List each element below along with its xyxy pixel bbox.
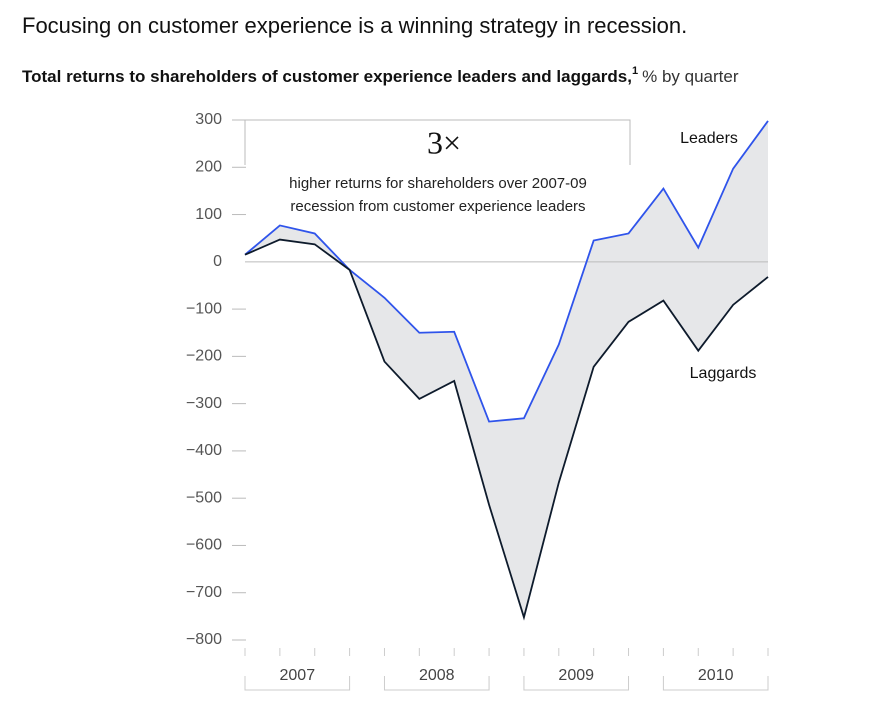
y-tick-label: −200 — [186, 348, 222, 365]
year-bracket — [244, 676, 351, 691]
series-label: Laggards — [690, 365, 757, 382]
y-tick-label: −600 — [186, 537, 222, 554]
x-group-label: 2008 — [419, 667, 455, 684]
y-tick-label: −800 — [186, 631, 222, 648]
year-bracket — [662, 676, 769, 691]
annotation-bracket — [244, 119, 631, 165]
subtitle-text: Total returns to shareholders of custome… — [22, 67, 632, 86]
chart-subtitle: Total returns to shareholders of custome… — [22, 65, 739, 87]
x-group-label: 2007 — [280, 667, 316, 684]
x-group-label: 2009 — [558, 667, 594, 684]
year-bracket — [383, 676, 490, 691]
y-tick-label: −100 — [186, 300, 222, 317]
subtitle-unit: % by quarter — [642, 67, 739, 86]
chart-title: Focusing on customer experience is a win… — [22, 13, 687, 38]
series-label: Leaders — [680, 130, 738, 147]
y-tick-label: −500 — [186, 489, 222, 506]
y-tick-label: −400 — [186, 442, 222, 459]
footnote-marker: 1 — [632, 65, 638, 77]
gap-area — [245, 120, 768, 618]
y-tick-label: 200 — [195, 158, 222, 175]
annotation-big: 3× — [427, 124, 461, 160]
x-group-label: 2010 — [698, 667, 734, 684]
y-tick-label: −700 — [186, 584, 222, 601]
y-tick-label: 300 — [195, 111, 222, 128]
y-tick-label: −300 — [186, 395, 222, 412]
year-bracket — [523, 676, 630, 691]
annotation-line: higher returns for shareholders over 200… — [289, 175, 587, 192]
y-tick-label: 100 — [195, 206, 222, 223]
annotation-line: recession from customer experience leade… — [290, 198, 585, 215]
series-line — [244, 238, 769, 621]
y-tick-label: 0 — [213, 253, 222, 270]
series-line — [244, 120, 769, 423]
